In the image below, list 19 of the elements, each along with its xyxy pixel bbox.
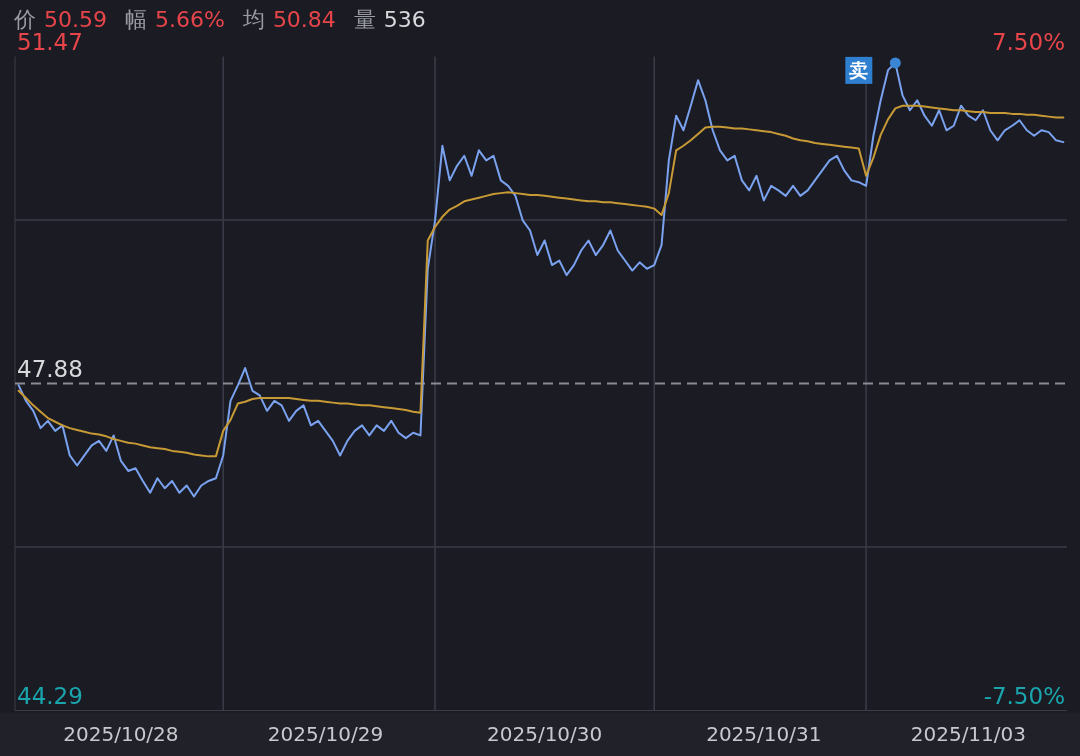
x-tick-label: 2025/10/30 (487, 722, 603, 746)
x-tick-label: 2025/11/03 (910, 722, 1027, 746)
y2-tick-label: 7.50% (991, 28, 1065, 55)
y-tick-label: 47.88 (17, 355, 83, 382)
y-tick-label: 44.29 (17, 682, 83, 709)
text: 50.84 (272, 7, 336, 32)
text: 536 (383, 7, 426, 32)
text: 5.66% (154, 7, 225, 32)
x-tick-label: 2025/10/31 (706, 722, 822, 746)
annotation: 卖 (849, 58, 869, 81)
marker-sell: 卖 (845, 56, 901, 84)
y2-tick-label: -7.50% (983, 682, 1065, 709)
text: 幅 (124, 7, 147, 32)
text: 均 (241, 7, 265, 32)
text: 价 (13, 7, 36, 32)
x-tick-label: 2025/10/28 (63, 722, 179, 746)
x-tick-label: 2025/10/29 (267, 722, 384, 746)
text: 50.59 (44, 7, 107, 32)
text: 量 (353, 7, 376, 32)
